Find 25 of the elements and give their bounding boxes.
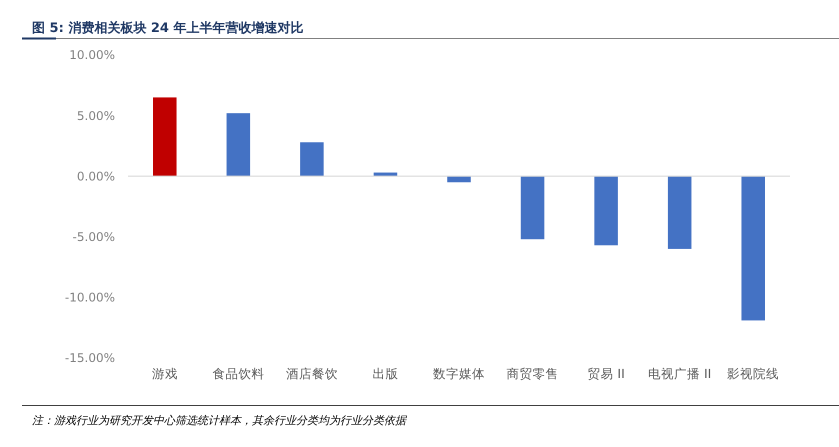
bar <box>520 176 544 240</box>
y-tick-label: -10.00% <box>64 290 115 305</box>
x-tick-label: 出版 <box>372 366 398 381</box>
x-tick-label: 电视广播 II <box>648 366 712 381</box>
y-tick-label: -5.00% <box>72 230 115 244</box>
bar <box>226 113 250 176</box>
y-tick-label: 5.00% <box>76 108 115 123</box>
x-tick-label: 贸易 II <box>587 366 625 381</box>
text: 注：游戏行业为研究开发中心筛选统计样本，其余行业分类均为行业分类依据 <box>32 414 408 427</box>
chart-title: 图 5: 消费相关板块 24 年上半年营收增速对比 <box>32 20 304 36</box>
bar <box>447 176 471 182</box>
y-tick-label: 10.00% <box>69 48 115 62</box>
bar <box>668 176 692 249</box>
x-tick-label: 影视院线 <box>727 366 780 381</box>
x-tick-label: 商贸零售 <box>506 366 559 381</box>
y-tick-label: 0.00% <box>76 169 115 184</box>
bar <box>741 176 765 320</box>
bar <box>300 142 324 176</box>
x-tick-label: 游戏 <box>152 366 178 381</box>
y-tick-label: -15.00% <box>64 351 115 366</box>
bar <box>594 176 618 246</box>
x-tick-label: 酒店餐饮 <box>286 366 338 381</box>
x-tick-label: 数字媒体 <box>433 366 485 381</box>
x-tick-label: 食品饮料 <box>212 366 264 381</box>
bar <box>153 97 177 176</box>
